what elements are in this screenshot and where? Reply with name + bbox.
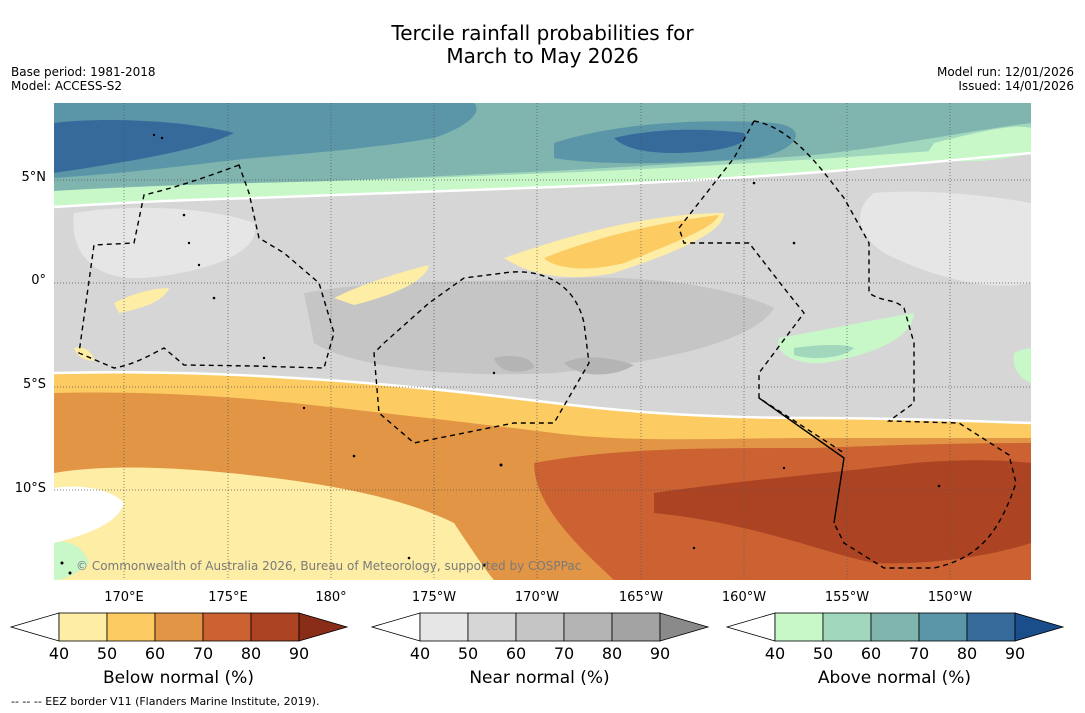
meta-right: Model run: 12/01/2026 Issued: 14/01/2026: [937, 65, 1074, 93]
tick: 40: [409, 644, 431, 663]
swatch: [774, 612, 824, 642]
copyright-text: © Commonwealth of Australia 2026, Bureau…: [76, 559, 581, 573]
swatch: [822, 612, 872, 642]
tick: 80: [601, 644, 623, 663]
title-line-1: Tercile rainfall probabilities for: [391, 21, 694, 45]
island-markers: [60, 133, 941, 575]
tick: 80: [956, 644, 978, 663]
above-normal-patch-edge: [1013, 348, 1031, 383]
swatch: [58, 612, 108, 642]
lon-label-155w: 155°W: [824, 590, 870, 605]
gridlines: [54, 103, 1031, 580]
colorbar-below-normal: 40 50 60 70 80 90: [9, 612, 350, 663]
swatch: [870, 612, 920, 642]
near-normal-dark-patch-2: [494, 356, 534, 372]
rainfall-probability-map: © Commonwealth of Australia 2026, Bureau…: [54, 103, 1031, 580]
tick: 80: [240, 644, 262, 663]
map-title: Tercile rainfall probabilities for March…: [0, 22, 1085, 68]
lat-label-5n: 5°N: [21, 170, 47, 185]
tick: 70: [192, 644, 214, 663]
lon-label-180: 180°: [315, 590, 347, 605]
near-normal-boundary-north: [54, 151, 1031, 209]
tick: 90: [1004, 644, 1026, 663]
swatch: [966, 612, 1016, 642]
above-normal-band-dark: [54, 103, 477, 178]
colorbar-near-normal: 40 50 60 70 80 90: [370, 612, 711, 663]
swatch: [1014, 612, 1065, 642]
tick: 40: [764, 644, 786, 663]
below-normal-patch-west: [114, 288, 169, 313]
tick: 50: [457, 644, 479, 663]
tick: 50: [812, 644, 834, 663]
swatch: [918, 612, 968, 642]
above-normal-band-east-dark: [614, 129, 746, 153]
eez-legend: -- -- -- EEZ border V11 (Flanders Marine…: [11, 695, 320, 708]
near-normal-light-patch-1: [73, 207, 256, 279]
model-name: Model: ACCESS-S2: [11, 79, 123, 93]
swatch: [202, 612, 252, 642]
swatch: [370, 612, 421, 642]
tick: 60: [144, 644, 166, 663]
colorbar-above-normal-swatches: [725, 612, 1065, 642]
tick: 70: [553, 644, 575, 663]
swatch: [419, 612, 469, 642]
tick: 60: [860, 644, 882, 663]
swatch: [563, 612, 613, 642]
above-normal-band-darkest: [54, 120, 234, 173]
swatch: [611, 612, 661, 642]
swatch: [250, 612, 300, 642]
colorbar-near-normal-title: Near normal (%): [469, 668, 610, 688]
below-normal-patch-mid: [334, 265, 429, 305]
colorbar-near-normal-swatches: [370, 612, 710, 642]
eez-borders: [78, 120, 1017, 569]
swatch: [298, 612, 349, 642]
near-normal-white-sw: [54, 486, 124, 543]
tick: 50: [96, 644, 118, 663]
eez-solid-border: [758, 397, 845, 524]
swatch: [154, 612, 204, 642]
swatch: [659, 612, 710, 642]
swatch: [725, 612, 776, 642]
tick: 60: [505, 644, 527, 663]
lat-label-10s: 10°S: [14, 481, 46, 496]
swatch: [515, 612, 565, 642]
lat-label-0: 0°: [31, 273, 46, 288]
tick: 90: [649, 644, 671, 663]
meta-left: Base period: 1981-2018 Model: ACCESS-S2: [11, 65, 156, 93]
lat-label-5s: 5°S: [22, 377, 46, 392]
above-normal-strip: [54, 145, 1031, 207]
colorbar-above-normal-title: Above normal (%): [817, 668, 972, 688]
lon-label-175e: 175°E: [208, 590, 248, 605]
lon-label-170e: 170°E: [104, 590, 144, 605]
title-line-2: March to May 2026: [446, 44, 639, 68]
colorbar-below-normal-title: Below normal (%): [103, 668, 254, 688]
colorbar-above-normal: 40 50 60 70 80 90: [725, 612, 1066, 663]
near-normal-dark-patch-3: [564, 357, 634, 375]
lon-label-165w: 165°W: [618, 590, 664, 605]
base-period: Base period: 1981-2018: [11, 65, 156, 79]
swatch: [106, 612, 156, 642]
model-run: Model run: 12/01/2026: [936, 65, 1074, 79]
issued-date: Issued: 14/01/2026: [958, 79, 1074, 93]
near-normal-dark-patch-1: [304, 277, 774, 375]
above-normal-patch-sw: [54, 541, 89, 580]
below-normal-band-very-strong: [654, 460, 1031, 564]
near-normal-boundary-south: [54, 370, 1031, 425]
lon-label-175w: 175°W: [411, 590, 457, 605]
lon-label-160w: 160°W: [721, 590, 767, 605]
tick: 70: [908, 644, 930, 663]
tick: 90: [288, 644, 310, 663]
colorbar-below-normal-swatches: [9, 612, 349, 642]
swatch: [9, 612, 60, 642]
below-normal-weak-sw: [54, 467, 494, 580]
lon-label-170w: 170°W: [514, 590, 560, 605]
tick: 40: [48, 644, 70, 663]
near-normal-light-patch-2: [860, 191, 1031, 286]
above-normal-patch-se-mid: [794, 344, 854, 359]
lon-label-150w: 150°W: [927, 590, 973, 605]
swatch: [467, 612, 517, 642]
below-normal-patch-east-strong: [544, 215, 719, 269]
